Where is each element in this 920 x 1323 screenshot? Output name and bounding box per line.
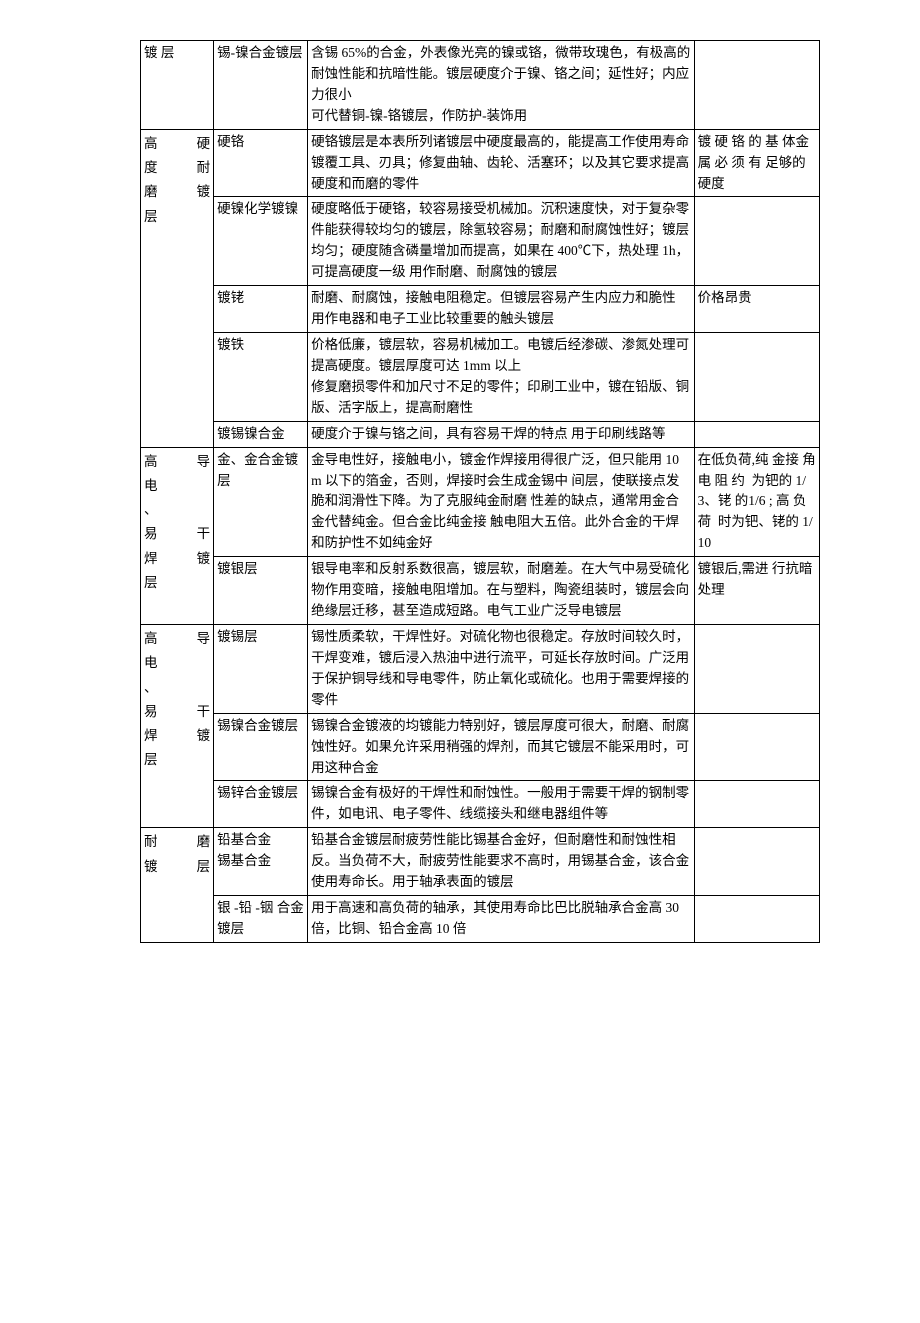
remark: 镀 硬 铬 的 基 体金 属 必 须 有 足够的硬度 [694, 129, 819, 197]
remark [694, 713, 819, 781]
table-row: 锡锌合金镀层锡镍合金有极好的干焊性和耐蚀性。一般用于需要干焊的钢制零件，如电讯、… [141, 781, 820, 828]
table-row: 耐磨镀层铅基合金 锡基合金铅基合金镀层耐疲劳性能比锡基合金好，但耐磨性和耐蚀性相… [141, 828, 820, 896]
coating-name: 锡镍合金镀层 [214, 713, 308, 781]
category-cell: 高硬度耐磨镀层 [141, 129, 214, 447]
description: 金导电性好，接触电小，镀金作焊接用得很广泛，但只能用 10 m 以下的箔金，否则… [308, 447, 695, 557]
table-row: 高导电、易干焊镀层金、金合金镀层金导电性好，接触电小，镀金作焊接用得很广泛，但只… [141, 447, 820, 557]
table-row: 硬镍化学镀镍硬度略低于硬铬，较容易接受机械加。沉积速度快，对于复杂零件能获得较均… [141, 197, 820, 286]
description: 银导电率和反射系数很高，镀层软，耐磨差。在大气中易受硫化物作用变暗，接触电阻增加… [308, 557, 695, 625]
remark [694, 332, 819, 421]
coating-name: 镀锡镍合金 [214, 421, 308, 447]
coating-name: 镀银层 [214, 557, 308, 625]
coating-name: 硬铬 [214, 129, 308, 197]
table-row: 镀 层锡-镍合金镀层含锡 65%的合金，外表像光亮的镍或铬，微带玫瑰色，有极高的… [141, 41, 820, 130]
description: 硬度略低于硬铬，较容易接受机械加。沉积速度快，对于复杂零件能获得较均匀的镀层，除… [308, 197, 695, 286]
table-row: 镀铑耐磨、耐腐蚀，接触电阻稳定。但镀层容易产生内应力和脆性 用作电器和电子工业比… [141, 286, 820, 333]
description: 价格低廉，镀层软，容易机械加工。电镀后经渗碳、渗氮处理可提高硬度。镀层厚度可达 … [308, 332, 695, 421]
category-cell: 高导电、易干焊镀层 [141, 447, 214, 624]
remark [694, 781, 819, 828]
description: 耐磨、耐腐蚀，接触电阻稳定。但镀层容易产生内应力和脆性 用作电器和电子工业比较重… [308, 286, 695, 333]
remark: 价格昂贵 [694, 286, 819, 333]
coating-name: 金、金合金镀层 [214, 447, 308, 557]
table-row: 银 -铅 -铟 合金镀层用于高速和高负荷的轴承，其使用寿命比巴比脱轴承合金高 3… [141, 896, 820, 943]
table-row: 高导电、易干焊镀层镀锡层锡性质柔软，干焊性好。对硫化物也很稳定。存放时间较久时，… [141, 624, 820, 713]
description: 锡镍合金有极好的干焊性和耐蚀性。一般用于需要干焊的钢制零件，如电讯、电子零件、线… [308, 781, 695, 828]
description: 锡性质柔软，干焊性好。对硫化物也很稳定。存放时间较久时，干焊变难，镀后浸入热油中… [308, 624, 695, 713]
description: 锡镍合金镀液的均镀能力特别好，镀层厚度可很大，耐磨、耐腐蚀性好。如果允许采用稍强… [308, 713, 695, 781]
remark [694, 828, 819, 896]
table-row: 镀铁价格低廉，镀层软，容易机械加工。电镀后经渗碳、渗氮处理可提高硬度。镀层厚度可… [141, 332, 820, 421]
table-row: 镀锡镍合金硬度介于镍与铬之间，具有容易干焊的特点 用于印刷线路等 [141, 421, 820, 447]
description: 硬铬镀层是本表所列诸镀层中硬度最高的，能提高工作使用寿命 镀覆工具、刃具；修复曲… [308, 129, 695, 197]
description: 含锡 65%的合金，外表像光亮的镍或铬，微带玫瑰色，有极高的耐蚀性能和抗暗性能。… [308, 41, 695, 130]
category-cell: 高导电、易干焊镀层 [141, 624, 214, 827]
coating-table: 镀 层锡-镍合金镀层含锡 65%的合金，外表像光亮的镍或铬，微带玫瑰色，有极高的… [140, 40, 820, 943]
table-row: 高硬度耐磨镀层硬铬硬铬镀层是本表所列诸镀层中硬度最高的，能提高工作使用寿命 镀覆… [141, 129, 820, 197]
remark [694, 197, 819, 286]
remark: 在低负荷,纯 金接 角 电 阻 约 为钯的 1/3、铑 的1/6 ; 高 负 荷… [694, 447, 819, 557]
remark [694, 896, 819, 943]
table-row: 镀银层银导电率和反射系数很高，镀层软，耐磨差。在大气中易受硫化物作用变暗，接触电… [141, 557, 820, 625]
table-row: 锡镍合金镀层锡镍合金镀液的均镀能力特别好，镀层厚度可很大，耐磨、耐腐蚀性好。如果… [141, 713, 820, 781]
coating-name: 硬镍化学镀镍 [214, 197, 308, 286]
coating-name: 锡锌合金镀层 [214, 781, 308, 828]
coating-name: 镀铁 [214, 332, 308, 421]
description: 用于高速和高负荷的轴承，其使用寿命比巴比脱轴承合金高 30 倍，比铜、铅合金高 … [308, 896, 695, 943]
description: 铅基合金镀层耐疲劳性能比锡基合金好，但耐磨性和耐蚀性相反。当负荷不大，耐疲劳性能… [308, 828, 695, 896]
coating-name: 锡-镍合金镀层 [214, 41, 308, 130]
coating-name: 铅基合金 锡基合金 [214, 828, 308, 896]
remark [694, 41, 819, 130]
remark: 镀银后,需进 行抗暗处理 [694, 557, 819, 625]
coating-name: 银 -铅 -铟 合金镀层 [214, 896, 308, 943]
coating-name: 镀锡层 [214, 624, 308, 713]
coating-name: 镀铑 [214, 286, 308, 333]
category-cell: 耐磨镀层 [141, 828, 214, 943]
remark [694, 624, 819, 713]
remark [694, 421, 819, 447]
category-cell: 镀 层 [141, 41, 214, 130]
description: 硬度介于镍与铬之间，具有容易干焊的特点 用于印刷线路等 [308, 421, 695, 447]
